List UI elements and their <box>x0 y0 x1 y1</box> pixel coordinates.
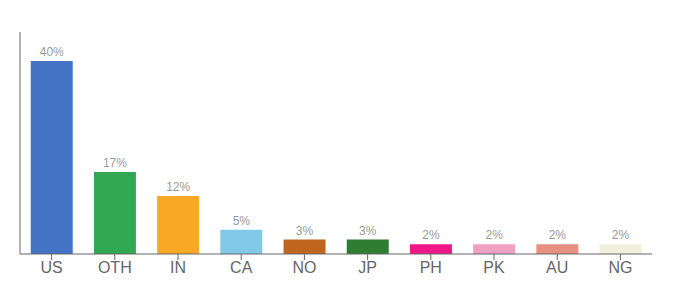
svg-text:2%: 2% <box>549 228 567 242</box>
svg-text:NO: NO <box>292 259 316 276</box>
svg-text:IN: IN <box>170 259 186 276</box>
svg-text:PH: PH <box>420 259 442 276</box>
svg-text:NG: NG <box>608 259 632 276</box>
svg-text:2%: 2% <box>612 228 630 242</box>
svg-text:AU: AU <box>546 259 568 276</box>
svg-text:2%: 2% <box>485 228 503 242</box>
svg-text:US: US <box>40 259 62 276</box>
svg-text:JP: JP <box>358 259 377 276</box>
svg-text:3%: 3% <box>359 224 377 238</box>
svg-text:OTH: OTH <box>98 259 132 276</box>
svg-text:2%: 2% <box>422 228 440 242</box>
svg-text:17%: 17% <box>103 156 127 170</box>
svg-text:5%: 5% <box>233 214 251 228</box>
svg-text:PK: PK <box>483 259 505 276</box>
svg-text:CA: CA <box>230 259 253 276</box>
svg-text:3%: 3% <box>296 224 314 238</box>
svg-text:40%: 40% <box>40 45 64 59</box>
svg-text:12%: 12% <box>166 180 190 194</box>
